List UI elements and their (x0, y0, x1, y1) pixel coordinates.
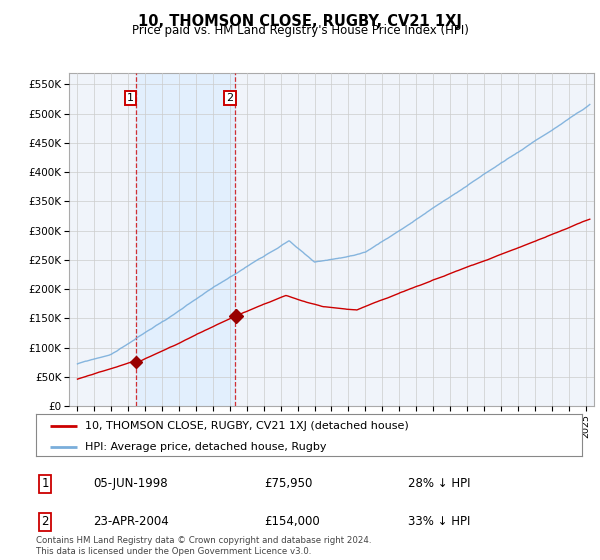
Text: 10, THOMSON CLOSE, RUGBY, CV21 1XJ: 10, THOMSON CLOSE, RUGBY, CV21 1XJ (138, 14, 462, 29)
Text: Price paid vs. HM Land Registry's House Price Index (HPI): Price paid vs. HM Land Registry's House … (131, 24, 469, 37)
Text: HPI: Average price, detached house, Rugby: HPI: Average price, detached house, Rugb… (85, 442, 326, 452)
Bar (136, 73, 235, 406)
Text: 2: 2 (226, 93, 233, 103)
Text: 10, THOMSON CLOSE, RUGBY, CV21 1XJ (detached house): 10, THOMSON CLOSE, RUGBY, CV21 1XJ (deta… (85, 421, 409, 431)
Text: Contains HM Land Registry data © Crown copyright and database right 2024.
This d: Contains HM Land Registry data © Crown c… (36, 536, 371, 556)
Text: 1: 1 (127, 93, 134, 103)
Text: 2: 2 (41, 515, 49, 529)
Text: £75,950: £75,950 (264, 477, 313, 491)
Text: 1: 1 (41, 477, 49, 491)
Text: 05-JUN-1998: 05-JUN-1998 (93, 477, 167, 491)
Text: 23-APR-2004: 23-APR-2004 (93, 515, 169, 529)
Text: £154,000: £154,000 (264, 515, 320, 529)
Text: 33% ↓ HPI: 33% ↓ HPI (408, 515, 470, 529)
Text: 28% ↓ HPI: 28% ↓ HPI (408, 477, 470, 491)
